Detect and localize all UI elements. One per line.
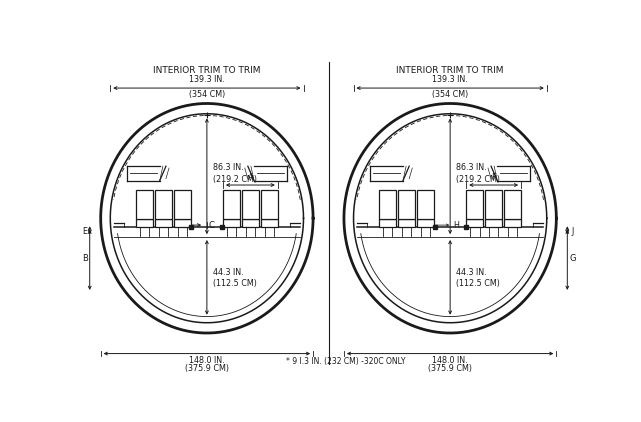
Bar [398,219,415,227]
Text: 44.3 IN.: 44.3 IN. [456,268,487,277]
Text: (354 CM): (354 CM) [432,90,469,99]
Bar [504,219,521,227]
Text: F: F [491,173,496,181]
Bar [223,190,240,219]
Bar [155,219,172,227]
Bar [504,190,521,219]
Text: 86.3 IN.: 86.3 IN. [213,163,244,172]
Bar [417,219,434,227]
Text: E: E [82,227,87,236]
Text: 86.3 IN.: 86.3 IN. [456,163,487,172]
Bar [379,190,396,219]
Text: (112.5 CM): (112.5 CM) [456,279,500,288]
Bar [261,219,278,227]
Text: H: H [453,221,459,230]
Text: K: K [423,221,428,230]
Bar [136,219,153,227]
Text: J: J [571,227,574,236]
Bar [155,190,172,219]
Text: (354 CM): (354 CM) [188,90,225,99]
Text: 148.0 IN.: 148.0 IN. [189,356,225,365]
Text: (219.2 CM): (219.2 CM) [213,175,257,184]
Bar [174,190,191,219]
Text: 44.3 IN.: 44.3 IN. [213,268,244,277]
Text: (219.2 CM): (219.2 CM) [456,175,501,184]
Bar [485,219,502,227]
Bar [174,219,191,227]
Text: (112.5 CM): (112.5 CM) [213,279,257,288]
Bar [136,190,153,219]
Text: A: A [247,173,253,181]
Text: * 9 I.3 IN. (232 CM) -320C ONLY: * 9 I.3 IN. (232 CM) -320C ONLY [286,357,405,366]
Bar [223,219,240,227]
Bar [466,219,483,227]
Text: 139.3 IN.: 139.3 IN. [432,75,468,84]
Text: 139.3 IN.: 139.3 IN. [189,75,225,84]
Text: G: G [569,254,576,262]
Text: D: D [165,221,172,230]
Text: INTERIOR TRIM TO TRIM: INTERIOR TRIM TO TRIM [396,66,504,76]
Bar [261,190,278,219]
Text: K: K [385,221,390,230]
Bar [485,190,502,219]
Text: (375.9 CM): (375.9 CM) [185,364,229,373]
Text: (375.9 CM): (375.9 CM) [428,364,472,373]
Text: B: B [81,254,88,262]
Bar [466,190,483,219]
Text: INTERIOR TRIM TO TRIM: INTERIOR TRIM TO TRIM [153,66,261,76]
Bar [398,190,415,219]
Bar [379,219,396,227]
Bar [417,190,434,219]
Text: L: L [404,221,409,230]
Text: 148.0 IN.: 148.0 IN. [432,356,468,365]
Bar [242,219,259,227]
Bar [242,190,259,219]
Text: C: C [208,221,215,230]
